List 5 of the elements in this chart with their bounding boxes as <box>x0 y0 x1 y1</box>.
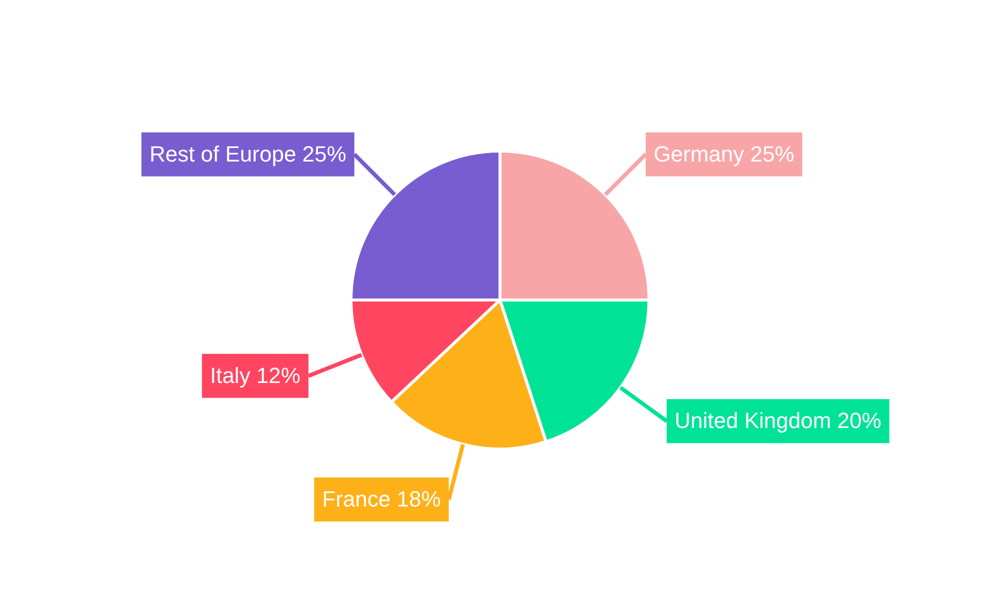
slice-label: Rest of Europe 25% <box>149 141 346 166</box>
slice-label: France 18% <box>322 486 441 512</box>
slice-label: Germany 25% <box>654 141 794 166</box>
slice-label: United Kingdom 20% <box>674 408 882 434</box>
slice-label: Italy 12% <box>210 362 300 388</box>
